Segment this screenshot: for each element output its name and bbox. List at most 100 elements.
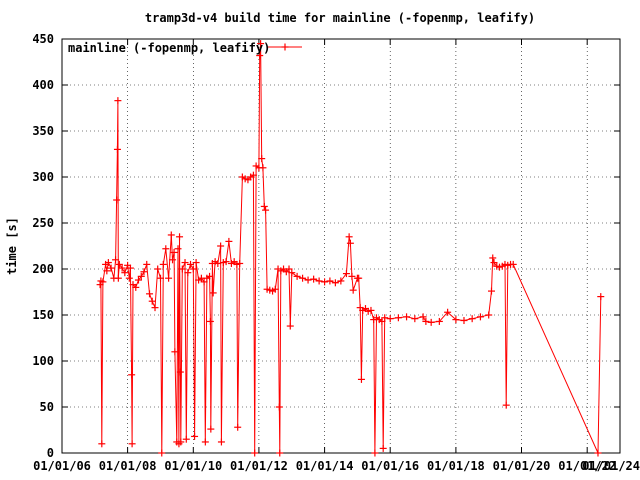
data-point: [337, 277, 345, 285]
data-point: [115, 260, 123, 268]
data-point: [167, 231, 175, 239]
data-point: [345, 233, 353, 241]
data-point: [348, 272, 356, 280]
data-point: [594, 449, 602, 457]
data-point: [485, 311, 493, 319]
data-point: [371, 449, 379, 457]
data-point: [489, 254, 497, 262]
grid-lines: [62, 39, 620, 453]
data-point: [191, 432, 199, 440]
data-point: [114, 274, 122, 282]
data-point: [176, 233, 184, 241]
data-point: [326, 277, 334, 285]
y-tick-label: 200: [32, 262, 54, 276]
data-point: [597, 293, 605, 301]
x-tick-label: 01/01/18: [427, 459, 485, 473]
y-tick-label: 400: [32, 78, 54, 92]
legend-label: mainline (-fopenmp, leafify): [68, 41, 270, 55]
data-point: [187, 260, 195, 268]
data-point: [200, 278, 208, 286]
x-tick-label: 01/01/24: [582, 459, 640, 473]
data-point: [460, 317, 468, 325]
data-point: [286, 322, 294, 330]
data-point: [174, 245, 182, 253]
data-point: [217, 242, 225, 250]
data-point: [113, 196, 121, 204]
x-tick-label: 01/01/10: [164, 459, 222, 473]
data-point: [293, 272, 301, 280]
data-point: [249, 171, 257, 179]
data-point: [201, 438, 209, 446]
data-point: [126, 264, 134, 272]
data-point: [103, 267, 111, 275]
data-point: [107, 264, 115, 272]
data-point: [184, 269, 192, 277]
data-point: [181, 259, 189, 267]
data-point: [502, 401, 510, 409]
data-point: [258, 155, 266, 163]
data-point: [104, 259, 112, 267]
data-point: [146, 290, 154, 298]
data-point: [206, 272, 214, 280]
x-tick-label: 01/01/22: [558, 459, 616, 473]
data-point: [112, 256, 120, 264]
data-point: [177, 438, 185, 446]
data-point: [217, 438, 225, 446]
data-point: [490, 259, 498, 267]
data-point: [156, 274, 164, 282]
data-point: [176, 368, 184, 376]
y-tick-label: 250: [32, 216, 54, 230]
data-point: [378, 317, 386, 325]
data-point: [118, 264, 126, 272]
data-point: [476, 313, 484, 321]
data-point: [260, 202, 268, 210]
data-point: [435, 317, 443, 325]
data-point: [207, 425, 215, 433]
data-point: [171, 348, 179, 356]
data-point: [259, 164, 267, 172]
data-point: [128, 371, 136, 379]
axes: 0 50 100 150 200 250 300 350 400 450 01/01/06 01/01…: [32, 32, 640, 473]
x-tick-label: 01/01/06: [33, 459, 91, 473]
x-tick-label: 01/01/20: [493, 459, 551, 473]
data-point: [236, 259, 244, 267]
data-point: [99, 278, 107, 286]
data-point: [299, 274, 307, 282]
data-point: [275, 403, 283, 411]
x-tick-label: 01/01/12: [230, 459, 288, 473]
y-tick-label: 350: [32, 124, 54, 138]
series-group: [96, 40, 605, 457]
data-point: [468, 315, 476, 323]
data-point: [271, 285, 279, 293]
y-axis-label: time [s]: [5, 217, 19, 275]
data-point: [151, 304, 159, 312]
data-point: [169, 256, 177, 264]
y-tick-label: 300: [32, 170, 54, 184]
data-point: [422, 317, 430, 325]
data-point: [113, 145, 121, 153]
data-point: [148, 297, 156, 305]
data-point: [452, 316, 460, 324]
data-point: [386, 315, 394, 323]
data-point: [222, 258, 230, 266]
chart-title: tramp3d-v4 build time for mainline (-fop…: [145, 11, 535, 25]
data-point: [419, 313, 427, 321]
data-point: [310, 275, 318, 283]
x-tick-label: 01/01/16: [361, 459, 419, 473]
data-point: [189, 265, 197, 273]
data-point: [121, 269, 129, 277]
data-point: [403, 313, 411, 321]
y-tick-label: 100: [32, 354, 54, 368]
data-point: [394, 314, 402, 322]
x-tick-label: 01/01/14: [296, 459, 354, 473]
data-point: [411, 315, 419, 323]
data-point: [381, 314, 389, 322]
data-point: [209, 289, 217, 297]
data-point: [379, 444, 387, 452]
data-point: [134, 276, 142, 284]
data-point: [251, 449, 259, 457]
data-point: [225, 237, 233, 245]
data-point: [349, 286, 357, 294]
data-point: [331, 279, 339, 287]
data-point: [257, 40, 265, 48]
